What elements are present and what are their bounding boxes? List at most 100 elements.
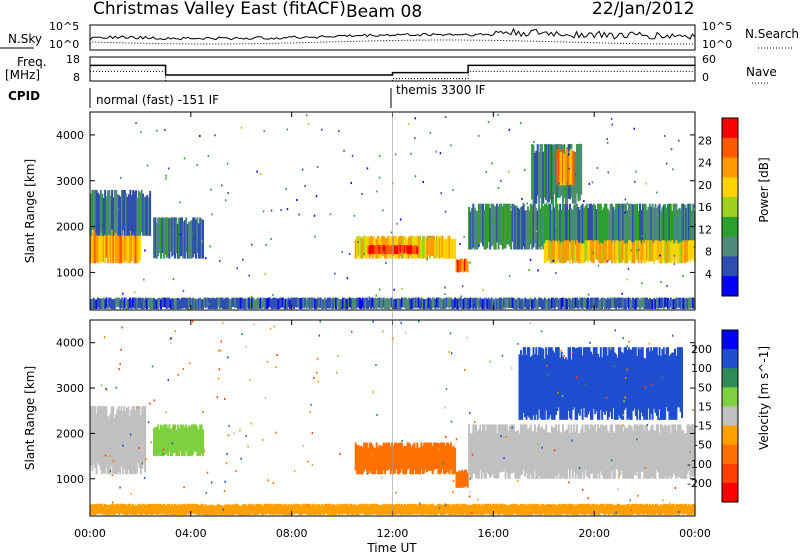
speckle-cell <box>133 194 136 197</box>
scatter-cell <box>576 203 578 246</box>
scatter-cell <box>583 347 585 408</box>
scatter-cell <box>90 505 92 516</box>
speckle-cell <box>146 164 149 167</box>
scatter-cell <box>625 203 627 247</box>
velocity-colorbar-swatch <box>722 406 738 426</box>
scatter-cell <box>314 298 317 310</box>
speckle-cell <box>558 182 560 185</box>
scatter-cell <box>458 503 461 515</box>
scatter-cell <box>473 424 476 474</box>
scatter-cell <box>133 297 136 309</box>
speckle-cell <box>317 380 320 383</box>
scatter-cell <box>674 505 676 516</box>
scatter-cell <box>549 347 552 415</box>
scatter-cell <box>472 424 475 474</box>
scatter-cell <box>288 505 291 516</box>
scatter-cell <box>524 210 527 250</box>
scatter-cell <box>623 504 626 516</box>
scatter-cell <box>128 194 130 236</box>
scatter-cell <box>410 245 413 255</box>
scatter-cell <box>199 297 202 309</box>
scatter-cell <box>428 238 431 259</box>
scatter-cell <box>103 406 106 474</box>
scatter-cell <box>304 503 307 515</box>
scatter-cell <box>190 299 193 310</box>
scatter-cell <box>91 503 94 515</box>
scatter-cell <box>441 504 444 516</box>
scatter-cell <box>248 297 251 309</box>
scatter-cell <box>433 297 436 308</box>
scatter-cell <box>101 406 104 475</box>
scatter-cell <box>543 429 546 479</box>
scatter-cell <box>542 151 545 204</box>
speckle-cell <box>134 291 136 294</box>
scatter-cell <box>640 297 643 308</box>
speckle-cell <box>606 141 609 144</box>
noise-left-label: N.Sky <box>8 32 42 46</box>
speckle-cell <box>109 455 112 458</box>
scatter-cell <box>571 151 574 186</box>
scatter-cell <box>634 204 637 250</box>
scatter-cell <box>679 347 682 412</box>
scatter-cell <box>109 413 112 475</box>
scatter-cell <box>535 150 538 204</box>
scatter-cell <box>629 349 632 420</box>
scatter-cell <box>139 297 141 309</box>
scatter-cell <box>609 424 612 479</box>
speckle-cell <box>505 435 507 438</box>
scatter-cell <box>686 204 689 250</box>
scatter-cell <box>468 298 471 309</box>
speckle-cell <box>450 420 453 423</box>
scatter-cell <box>518 354 521 420</box>
freq-panel: Freq. [MHz] 18 8 60 0 Nave <box>5 53 777 84</box>
scatter-cell <box>608 211 611 250</box>
speckle-cell <box>510 205 513 208</box>
speckle-cell <box>214 134 216 137</box>
speckle-cell <box>241 333 243 336</box>
scatter-cell <box>427 503 430 515</box>
scatter-cell <box>540 203 543 247</box>
scatter-cell <box>564 240 567 263</box>
scatter-cell <box>398 442 401 475</box>
speckle-cell <box>226 452 228 455</box>
scatter-cell <box>388 503 391 515</box>
scatter-cell <box>472 203 475 248</box>
scatter-cell <box>594 424 597 478</box>
scatter-cell <box>689 240 692 262</box>
scatter-cell <box>669 242 672 264</box>
speckle-cell <box>91 307 93 310</box>
scatter-cell <box>90 193 92 236</box>
scatter-cell <box>115 297 118 308</box>
scatter-cell <box>96 406 99 463</box>
speckle-cell <box>660 281 662 284</box>
scatter-cell <box>491 203 494 245</box>
scatter-cell <box>587 240 590 262</box>
speckle-cell <box>587 293 590 296</box>
scatter-cell <box>182 297 185 309</box>
scatter-cell <box>658 347 661 410</box>
scatter-cell <box>538 203 541 248</box>
scatter-cell <box>591 424 594 474</box>
scatter-cell <box>653 347 655 409</box>
scatter-cell <box>590 351 592 420</box>
scatter-cell <box>650 207 653 250</box>
scatter-cell <box>606 208 609 250</box>
scatter-cell <box>675 297 678 309</box>
scatter-cell <box>375 298 378 310</box>
scatter-cell <box>218 297 221 309</box>
scatter-cell <box>627 203 630 243</box>
scatter-cell <box>395 442 398 470</box>
scatter-cell <box>672 424 675 473</box>
scatter-cell <box>532 347 535 416</box>
scatter-cell <box>522 347 525 413</box>
scatter-cell <box>587 208 590 250</box>
speckle-cell <box>571 351 574 354</box>
speckle-cell <box>210 188 212 191</box>
scatter-cell <box>108 417 110 475</box>
scatter-cell <box>109 227 112 264</box>
speckle-cell <box>609 347 612 350</box>
noise-search-trace <box>89 39 695 45</box>
scatter-cell <box>553 241 556 264</box>
scatter-cell <box>588 298 591 310</box>
scatter-cell <box>689 203 692 248</box>
